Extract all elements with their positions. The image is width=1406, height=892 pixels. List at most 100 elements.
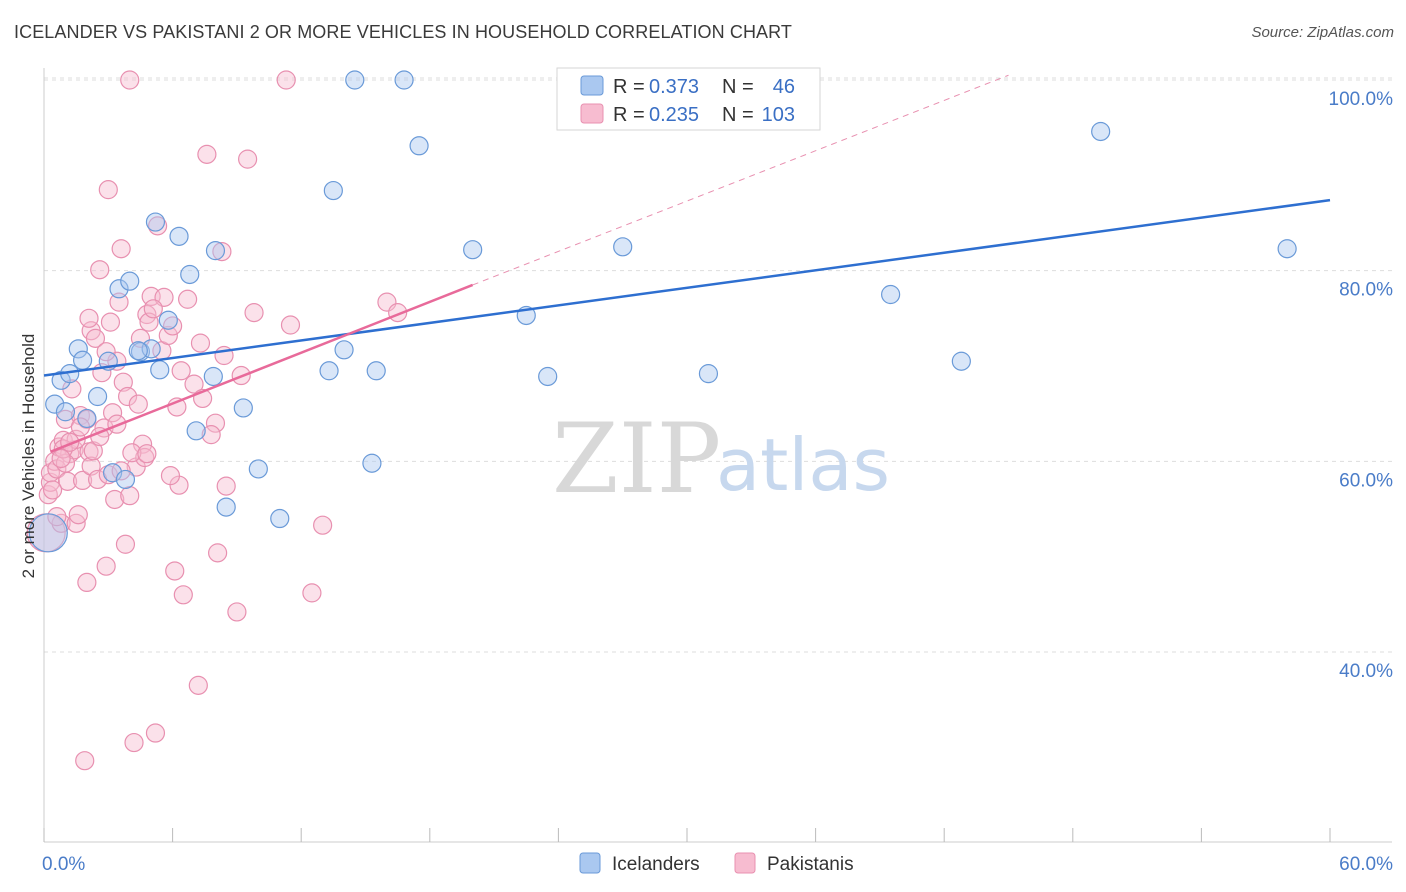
pakistani-point	[113, 372, 133, 392]
pakistani-point	[68, 505, 88, 525]
pakistani-point	[77, 572, 97, 593]
pakistani-point	[96, 342, 116, 362]
top-legend: R = 0.373 N = 46 R = 0.235 N = 103	[556, 67, 821, 131]
icelander-point	[150, 360, 170, 380]
trend-layer	[43, 74, 1331, 453]
pakistani-point	[188, 675, 208, 695]
icelander-trendline	[43, 198, 1331, 377]
icelander-point	[409, 136, 429, 156]
pakistani-point	[280, 315, 301, 335]
legend-n-label-icelanders: N =	[722, 76, 754, 98]
icelander-point	[109, 279, 129, 299]
icelander-point	[323, 180, 343, 201]
legend-r-label-icelanders: R =	[613, 76, 645, 98]
pakistani-point	[115, 534, 136, 554]
pakistani-point	[51, 448, 71, 469]
icelander-point	[1277, 239, 1297, 259]
icelander-point	[169, 226, 189, 246]
pakistani-point	[111, 239, 131, 259]
legend-n-label-pakistanis: N =	[722, 104, 754, 126]
y-tick-label: 40.0%	[1339, 661, 1393, 682]
legend-r-value-pakistanis: 0.235	[649, 104, 699, 126]
icelander-point	[120, 271, 140, 291]
icelander-point	[186, 421, 206, 441]
pakistani-point	[83, 441, 103, 461]
pakistani-point	[143, 299, 163, 319]
icelander-point	[366, 361, 386, 381]
pakistani-point	[302, 583, 322, 603]
icelander-point	[362, 453, 382, 473]
pakistani-point	[208, 543, 228, 563]
icelander-point	[216, 497, 236, 517]
pakistani-point	[165, 561, 185, 581]
icelander-point	[128, 341, 148, 361]
pakistani-point	[42, 480, 63, 500]
icelander-point	[28, 513, 68, 553]
pakistani-point	[160, 466, 181, 486]
ticks-layer: 40.0% 60.0% 80.0% 100.0% 0.0% 60.0%	[42, 89, 1393, 875]
chart-title: ICELANDER VS PAKISTANI 2 OR MORE VEHICLE…	[14, 22, 793, 42]
pakistani-point	[201, 425, 221, 445]
pakistani-point	[72, 470, 93, 490]
bottom-legend-label-icelanders: Icelanders	[612, 854, 700, 875]
pakistani-point	[276, 70, 296, 90]
icelander-point	[394, 70, 414, 90]
pakistani-point	[145, 723, 166, 743]
pakistani-point	[313, 515, 333, 535]
chart-source: Source: ZipAtlas.com	[1251, 24, 1394, 41]
pakistani-point	[120, 70, 140, 90]
pakistani-point	[205, 413, 226, 433]
pakistani-point	[55, 409, 76, 429]
bottom-legend-swatch-icelanders	[579, 852, 601, 874]
watermark: ZIP atlas	[552, 403, 890, 515]
pakistani-point	[47, 507, 67, 527]
pakistani-point	[98, 180, 118, 200]
pakistani-point	[197, 144, 217, 164]
pakistani-point	[212, 242, 232, 262]
legend-r-value-icelanders: 0.373	[649, 76, 699, 98]
x-tick-label: 60.0%	[1339, 854, 1393, 875]
icelander-point	[145, 212, 166, 232]
legend-swatch-icelanders	[580, 75, 604, 96]
icelander-point	[55, 402, 76, 422]
pakistani-point	[178, 289, 198, 309]
icelander-point	[463, 240, 483, 260]
pakistani-point	[117, 386, 138, 407]
icelander-point	[334, 340, 354, 360]
watermark-atlas: atlas	[716, 423, 890, 507]
pakistani-trendline-extension	[472, 74, 1009, 286]
icelander-point	[203, 366, 223, 387]
pakistani-point	[216, 476, 236, 496]
icelander-point	[45, 394, 65, 414]
icelander-point	[72, 350, 93, 370]
icelander-point	[115, 469, 136, 490]
pakistani-trendline	[49, 283, 474, 453]
icelander-point	[205, 241, 226, 261]
icelander-point	[319, 361, 339, 381]
icelander-point	[87, 386, 108, 407]
icelander-point	[180, 264, 200, 285]
pakistani-point	[124, 732, 144, 753]
watermark-zip: ZIP	[552, 403, 721, 515]
icelander-point	[1091, 121, 1111, 142]
icelander-point	[248, 459, 268, 479]
pakistani-point	[173, 585, 193, 605]
pakistani-point	[238, 149, 258, 169]
x-tick-label: 0.0%	[42, 854, 85, 875]
legend-swatch-pakistanis	[580, 103, 604, 124]
icelander-point	[270, 508, 290, 529]
pakistani-point	[96, 556, 116, 576]
icelander-point	[613, 237, 633, 257]
y-tick-label: 60.0%	[1339, 470, 1393, 491]
legend-n-value-pakistanis: 103	[762, 104, 795, 126]
pakistani-point	[120, 486, 140, 506]
icelander-point	[538, 366, 558, 387]
legend-n-value-icelanders: 46	[773, 76, 795, 98]
pakistani-point	[137, 444, 157, 464]
icelander-point	[233, 398, 253, 418]
pakistani-point	[227, 602, 247, 622]
pakistani-point	[90, 260, 110, 280]
bottom-legend: Icelanders Pakistanis	[579, 852, 854, 875]
bottom-legend-label-pakistanis: Pakistanis	[767, 854, 854, 875]
icelander-point	[68, 339, 88, 359]
